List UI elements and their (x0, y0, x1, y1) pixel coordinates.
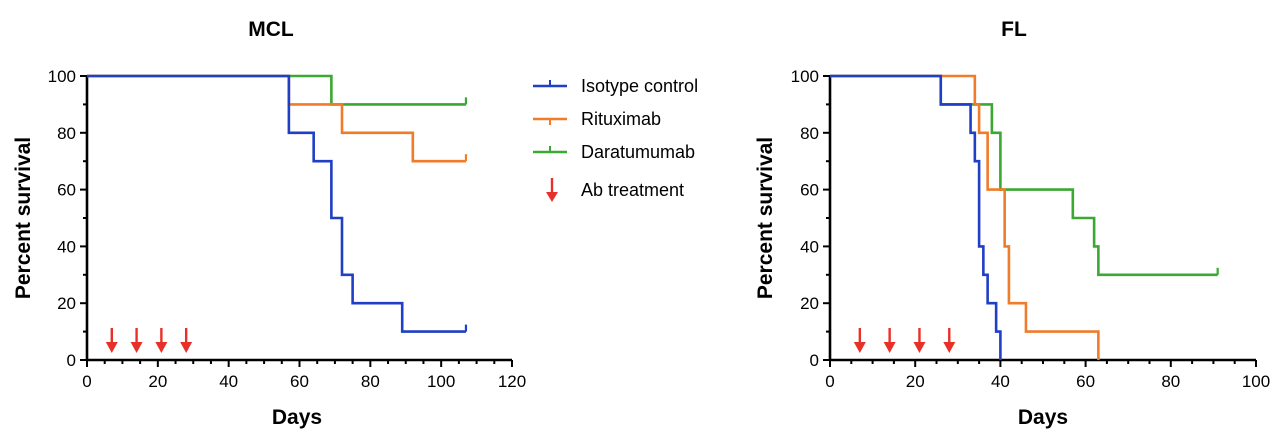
x-tick-label: 100 (1242, 372, 1270, 391)
legend-label: Ab treatment (581, 180, 684, 200)
x-axis-title: Days (1018, 406, 1068, 429)
legend-label: Rituximab (581, 109, 661, 129)
x-tick-label: 80 (361, 372, 380, 391)
x-tick-label: 60 (290, 372, 309, 391)
y-tick-label: 40 (57, 237, 76, 256)
y-tick-label: 0 (810, 351, 819, 370)
x-axis-title: Days (272, 406, 322, 429)
treatment-arrow-icon (180, 328, 193, 353)
series-line-daratumumab (830, 74, 1218, 277)
series-line-daratumumab (87, 74, 466, 106)
series-line-rituximab (87, 74, 466, 163)
x-tick-label: 80 (1161, 372, 1180, 391)
y-axis-title: Percent survival (754, 137, 777, 299)
legend-item-ab-treatment: Ab treatment (546, 178, 684, 202)
treatment-arrow-icon (155, 328, 168, 353)
series-line-isotype-control (830, 74, 1002, 360)
y-tick-label: 20 (57, 294, 76, 313)
x-tick-label: 60 (1076, 372, 1095, 391)
x-tick-label: 100 (427, 372, 455, 391)
x-tick-label: 0 (82, 372, 91, 391)
treatment-arrow-icon (883, 328, 896, 353)
x-tick-label: 0 (825, 372, 834, 391)
y-tick-label: 40 (800, 237, 819, 256)
series-line-isotype-control (87, 74, 466, 333)
treatment-arrow-icon (913, 328, 926, 353)
chart-title: MCL (248, 18, 294, 41)
treatment-arrow-icon (853, 328, 866, 353)
y-axis-title: Percent survival (12, 137, 35, 299)
legend-item-daratumumab: Daratumumab (533, 142, 695, 162)
treatment-arrow-icon (105, 328, 118, 353)
y-tick-label: 80 (800, 124, 819, 143)
legend-label: Daratumumab (581, 142, 695, 162)
x-tick-label: 40 (219, 372, 238, 391)
chart-title: FL (1001, 18, 1027, 41)
red-down-arrow-icon (546, 178, 558, 202)
x-tick-label: 20 (906, 372, 925, 391)
y-tick-label: 80 (57, 124, 76, 143)
chart-panel-fl: FL Days Percent survival 0 20 40 60 80 100 0 20… (754, 18, 1270, 429)
legend: Isotype control Rituximab Daratumumab Ab… (533, 76, 698, 202)
legend-item-rituximab: Rituximab (533, 109, 661, 129)
treatment-arrow-icon (130, 328, 143, 353)
treatment-arrow-icon (943, 328, 956, 353)
x-tick-label: 40 (991, 372, 1010, 391)
x-tick-label: 120 (498, 372, 526, 391)
legend-label: Isotype control (581, 76, 698, 96)
y-tick-label: 100 (48, 67, 76, 86)
x-tick-label: 20 (148, 372, 167, 391)
y-tick-label: 60 (57, 181, 76, 200)
y-tick-label: 20 (800, 294, 819, 313)
y-tick-label: 100 (791, 67, 819, 86)
chart-panel-mcl: MCL Days Percent survival 0 20 40 60 80 100 12… (12, 18, 526, 429)
y-tick-label: 60 (800, 181, 819, 200)
series-line-rituximab (830, 74, 1100, 360)
legend-item-isotype-control: Isotype control (533, 76, 698, 96)
y-tick-label: 0 (67, 351, 76, 370)
